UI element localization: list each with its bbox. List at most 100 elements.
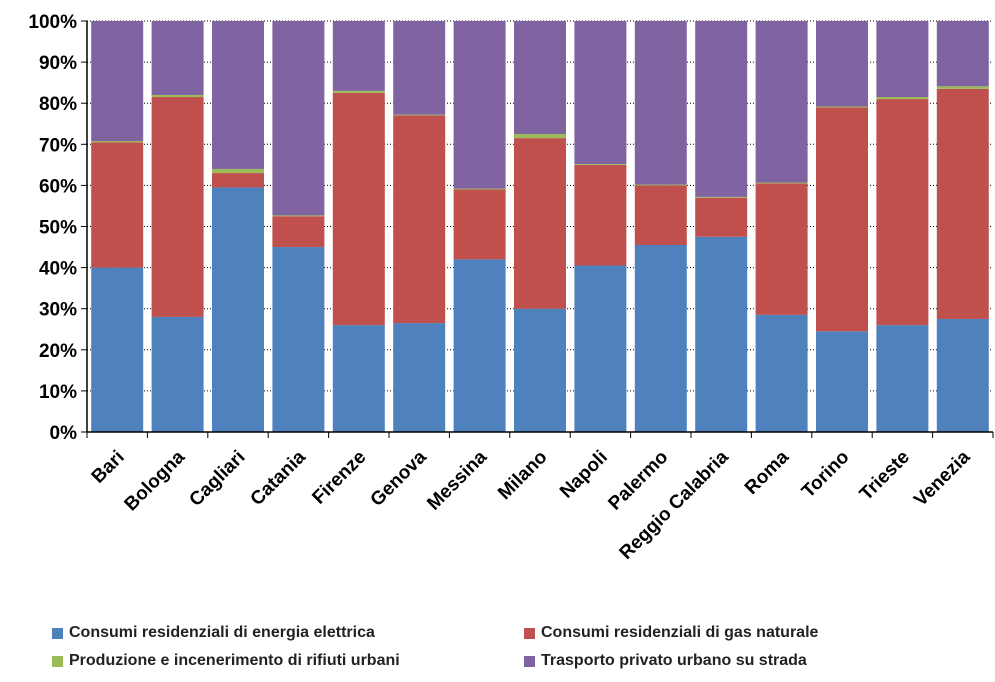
- bar-segment-roma-s3: [755, 21, 808, 183]
- bar-segment-reggio-calabria-s2: [695, 196, 748, 198]
- legend: Consumi residenziali di energia elettric…: [52, 624, 952, 670]
- bar-segment-catania-s2: [272, 215, 325, 217]
- bar-segment-trieste-s2: [876, 97, 929, 100]
- bar-segment-genova-s0: [393, 323, 446, 432]
- bar-segment-firenze-s1: [332, 92, 385, 326]
- bar-segment-napoli-s1: [574, 164, 627, 266]
- x-tick-label: Catania: [247, 446, 311, 510]
- y-tick-label: 20%: [39, 341, 77, 362]
- x-tick-label: Firenze: [308, 447, 370, 509]
- bar-segment-firenze-s3: [332, 21, 385, 91]
- y-tick-label: 80%: [39, 94, 77, 115]
- bar-segment-cagliari-s1: [212, 173, 264, 188]
- stacked-bar-chart: 0% 10% 20% 30% 40% 50% 60% 70% 80% 90% 100% BariBo…: [28, 12, 994, 564]
- y-tick-labels: 0% 10% 20% 30% 40% 50% 60% 70% 80% 90% 100%: [28, 12, 77, 444]
- bar-segment-firenze-s2: [332, 90, 385, 93]
- bar-segment-bologna-s2: [151, 94, 204, 98]
- bar-segment-cagliari-s3: [212, 21, 264, 169]
- x-tick-label: Torino: [798, 447, 854, 503]
- legend-label: Trasporto privato urbano su strada: [541, 652, 807, 669]
- bar-segment-torino-s0: [816, 331, 868, 432]
- bar-segment-reggio-calabria-s0: [695, 236, 748, 432]
- bar-segment-bologna-s1: [151, 97, 204, 317]
- bar-segment-messina-s1: [453, 189, 506, 260]
- bar-segment-venezia-s0: [936, 318, 989, 432]
- bar-segment-venezia-s2: [936, 86, 989, 89]
- bar-segment-trieste-s1: [876, 99, 929, 326]
- y-tick-label: 90%: [39, 53, 77, 74]
- bar-segment-palermo-s2: [634, 184, 687, 186]
- x-tick-label: Bari: [88, 447, 129, 488]
- x-tick-label: Milano: [494, 447, 551, 504]
- bar-segment-napoli-s0: [574, 265, 627, 432]
- bar-segment-venezia-s3: [936, 21, 989, 87]
- y-tick-label: 70%: [39, 135, 77, 156]
- y-tick-label: 100%: [28, 12, 77, 33]
- bar-segment-palermo-s3: [634, 21, 687, 185]
- bar-segment-cagliari-s0: [212, 187, 264, 432]
- bar-segment-reggio-calabria-s1: [695, 197, 748, 237]
- bar-segment-roma-s1: [755, 183, 808, 315]
- bar-segment-milano-s1: [514, 138, 566, 309]
- bar-segment-milano-s0: [514, 308, 566, 432]
- bar-segment-firenze-s0: [332, 325, 385, 432]
- x-tick-label: Bologna: [121, 446, 190, 515]
- bar-segment-cagliari-s2: [212, 168, 264, 174]
- legend-label: Produzione e incenerimento di rifiuti ur…: [69, 652, 400, 669]
- bar-segment-milano-s3: [514, 21, 566, 135]
- legend-swatch: [524, 627, 535, 639]
- bar-segment-messina-s2: [453, 188, 506, 190]
- bar-segment-bari-s2: [91, 141, 144, 143]
- bar-segment-trieste-s3: [876, 21, 929, 98]
- legend-item-gas-naturale: Consumi residenziali di gas naturale: [524, 624, 944, 642]
- bar-segment-trieste-s0: [876, 325, 929, 432]
- bar-segment-bari-s0: [91, 267, 144, 432]
- x-tick-label: Cagliari: [185, 447, 249, 511]
- bar-segment-catania-s0: [272, 247, 325, 432]
- bar-segment-palermo-s0: [634, 244, 687, 432]
- bar-segment-torino-s1: [816, 107, 868, 332]
- bars: [91, 21, 989, 432]
- x-tick-label: Napoli: [556, 447, 612, 503]
- bar-segment-messina-s3: [453, 21, 506, 189]
- bar-segment-genova-s3: [393, 21, 446, 115]
- bar-segment-napoli-s2: [574, 164, 627, 165]
- y-tick-label: 10%: [39, 382, 77, 403]
- bar-segment-bari-s3: [91, 21, 144, 142]
- legend-swatch: [524, 655, 535, 667]
- bar-segment-roma-s0: [755, 314, 808, 432]
- legend-label: Consumi residenziali di energia elettric…: [69, 624, 375, 641]
- y-tick-label: 0%: [50, 423, 78, 444]
- bar-segment-catania-s1: [272, 216, 325, 248]
- x-tick-label: Trieste: [856, 447, 914, 505]
- bar-segment-milano-s2: [514, 134, 566, 139]
- legend-item-energia-elettrica: Consumi residenziali di energia elettric…: [52, 624, 524, 642]
- y-tick-label: 60%: [39, 176, 77, 197]
- x-tick-label: Roma: [741, 446, 793, 498]
- bar-segment-bari-s1: [91, 142, 144, 268]
- x-tick-labels: BariBolognaCagliariCataniaFirenzeGenovaM…: [88, 446, 975, 563]
- legend-item-rifiuti-urbani: Produzione e incenerimento di rifiuti ur…: [52, 652, 524, 670]
- bar-segment-torino-s2: [816, 106, 868, 108]
- bar-segment-bologna-s3: [151, 21, 204, 95]
- bar-segment-reggio-calabria-s3: [695, 21, 748, 197]
- bar-segment-bologna-s0: [151, 316, 204, 432]
- x-tick-label: Venezia: [910, 446, 974, 510]
- legend-label: Consumi residenziali di gas naturale: [541, 624, 819, 641]
- axes: [81, 20, 994, 438]
- y-tick-label: 30%: [39, 300, 77, 321]
- x-tick-label: Messina: [423, 446, 491, 514]
- bar-segment-palermo-s1: [634, 185, 687, 245]
- legend-swatch: [52, 655, 63, 667]
- bar-segment-venezia-s1: [936, 88, 989, 319]
- legend-item-trasporto-privato: Trasporto privato urbano su strada: [524, 652, 944, 670]
- legend-swatch: [52, 627, 63, 639]
- x-tick-label: Reggio Calabria: [616, 446, 733, 563]
- bar-segment-napoli-s3: [574, 21, 627, 165]
- x-tick-label: Genova: [367, 446, 431, 510]
- bar-segment-genova-s1: [393, 115, 446, 324]
- bar-segment-roma-s2: [755, 182, 808, 184]
- bar-segment-catania-s3: [272, 21, 325, 216]
- y-tick-label: 50%: [39, 218, 77, 239]
- bar-segment-torino-s3: [816, 21, 868, 107]
